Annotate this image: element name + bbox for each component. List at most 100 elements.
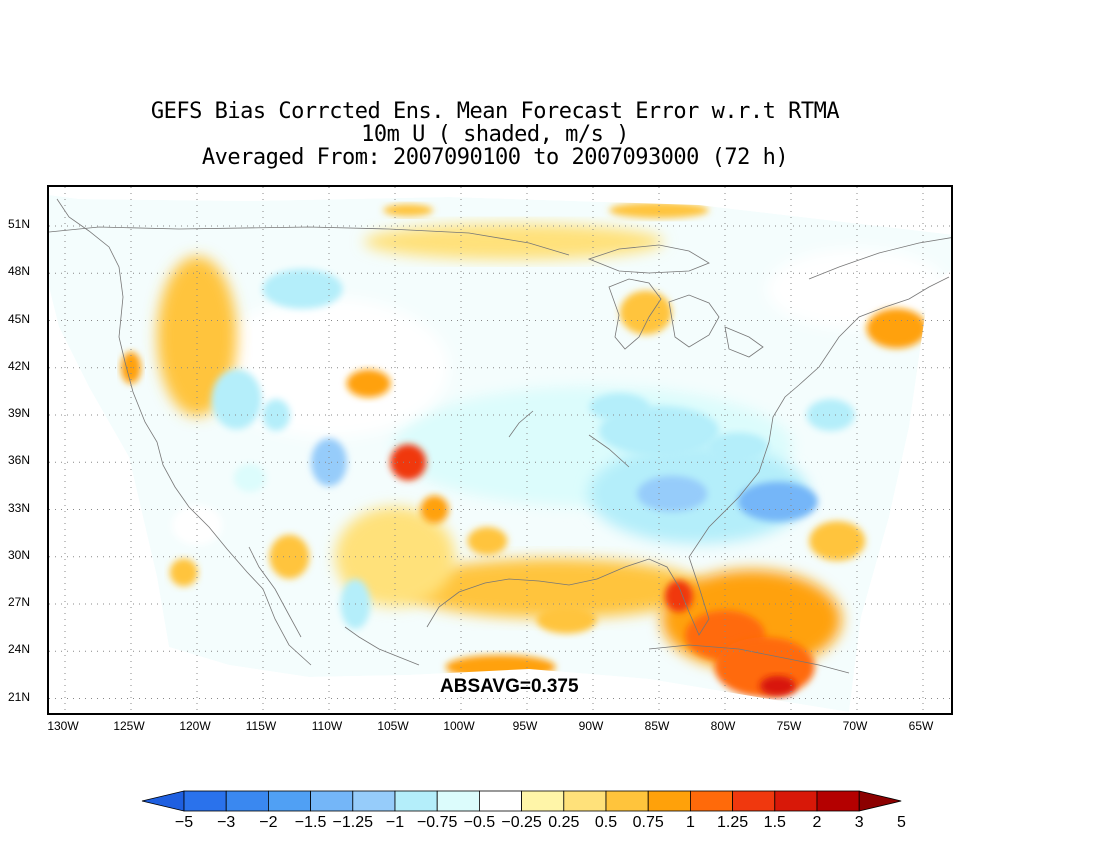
colorbar-swatch: [352, 790, 396, 812]
lon-tick-label: 115W: [245, 719, 277, 733]
colorbar-tick-label: −2: [259, 814, 278, 831]
error-feature: [922, 363, 951, 388]
coastlines: [49, 198, 951, 674]
colorbar-tick-label: 1: [685, 814, 695, 831]
colorbar-swatch: [647, 790, 691, 812]
colorbar-tick-label: −0.25: [501, 814, 542, 831]
title-line-2: 10m U ( shaded, m/s ): [361, 122, 629, 147]
lon-tick-label: 75W: [776, 719, 802, 733]
lon-tick-label: 95W: [512, 719, 538, 733]
colorbar-swatch: [563, 790, 607, 812]
colorbar-swatch: [605, 790, 649, 812]
error-feature: [609, 202, 709, 219]
lat-tick-label: 27N: [8, 595, 31, 609]
lat-tick-label: 39N: [8, 406, 31, 420]
colorbar-tick-label: 5: [896, 814, 906, 831]
lon-tick-label: 90W: [578, 719, 604, 733]
colorbar-tick-label: −5: [174, 814, 194, 831]
error-feature: [346, 369, 391, 398]
colorbar-tick-label: 0.5: [594, 814, 618, 831]
error-feature: [211, 369, 262, 430]
lon-tick-label: 65W: [908, 719, 934, 733]
colorbar-tick-label: 1.25: [717, 814, 749, 831]
lon-tick-label: 100W: [443, 719, 475, 733]
error-region: [363, 223, 664, 260]
lon-tick-label: 125W: [113, 719, 145, 733]
colorbar-swatch: [394, 790, 438, 812]
error-feature: [866, 308, 927, 349]
colorbar-swatch: [816, 790, 860, 812]
colorbar-swatch: [858, 790, 902, 812]
title-line-1: GEFS Bias Corrcted Ens. Mean Forecast Er…: [150, 99, 840, 124]
error-feature: [809, 521, 866, 561]
lat-tick-label: 36N: [8, 453, 31, 468]
map-panel: [47, 185, 953, 715]
error-feature: [467, 527, 508, 555]
colorbar-tick-label: −3: [217, 814, 236, 831]
colorbar-swatch: [310, 790, 354, 812]
colorbar-tick-label: −1: [385, 814, 405, 831]
colorbar-tick-label: 0.75: [632, 814, 664, 831]
error-feature: [172, 505, 222, 546]
colorbar-tick-label: 2: [812, 814, 822, 831]
lat-tick-label: 21N: [8, 689, 31, 704]
colorbar-tick-label: 0.25: [548, 814, 580, 831]
colorbar-tick-label: −0.75: [416, 814, 458, 831]
error-region: [157, 256, 237, 417]
error-feature: [233, 464, 266, 492]
lat-lon-grid: [49, 187, 951, 713]
colorbar-swatch: [436, 790, 480, 812]
colorbar-swatch: [183, 790, 227, 812]
lon-tick-label: 105W: [377, 719, 409, 733]
error-feature: [390, 444, 427, 481]
colorbar-swatch: [225, 790, 269, 812]
error-shading: [49, 195, 951, 712]
colorbar-swatch: [774, 790, 818, 812]
lat-tick-label: 30N: [8, 547, 31, 562]
lon-tick-label: 70W: [842, 719, 868, 733]
error-feature: [759, 675, 796, 696]
error-feature: [806, 399, 855, 431]
colorbar-swatch: [690, 790, 734, 812]
error-feature: [311, 438, 347, 487]
error-feature: [737, 481, 818, 522]
title-line-3: Averaged From: 2007090100 to 2007093000 …: [201, 145, 789, 170]
colorbar-tick-label: 1.5: [763, 814, 786, 831]
error-feature: [637, 475, 708, 512]
lon-tick-label: 85W: [644, 719, 670, 733]
colorbar-swatch: [521, 790, 565, 812]
error-region: [403, 558, 704, 619]
error-feature: [536, 605, 597, 634]
error-feature: [619, 290, 672, 335]
lat-tick-label: 24N: [8, 642, 31, 657]
error-region: [335, 506, 455, 607]
error-feature: [420, 495, 449, 524]
error-feature: [708, 432, 769, 461]
lat-tick-label: 33N: [8, 500, 31, 515]
colorbar-tick-label: −0.5: [463, 814, 496, 831]
error-feature: [664, 580, 693, 613]
error-feature: [262, 269, 343, 309]
colorbar: [141, 790, 902, 812]
error-feature: [262, 399, 291, 431]
colorbar-tick-label: 3: [854, 814, 864, 831]
chart-title: GEFS Bias Corrcted Ens. Mean Forecast Er…: [0, 100, 990, 169]
colorbar-swatch: [478, 790, 522, 812]
error-feature: [589, 393, 650, 422]
absavg-label: ABSAVG=0.375: [440, 676, 579, 697]
colorbar-tick-label: −1.5: [294, 814, 327, 831]
lon-tick-label: 130W: [47, 719, 79, 733]
map-canvas: [49, 187, 951, 713]
lat-tick-label: 42N: [8, 358, 31, 373]
lat-tick-label: 45N: [8, 311, 31, 326]
error-feature: [169, 558, 198, 587]
lon-tick-label: 80W: [710, 719, 736, 733]
error-feature: [383, 204, 434, 217]
lon-tick-label: 110W: [311, 719, 343, 733]
colorbar-tick-label: −1.25: [332, 814, 374, 831]
lat-tick-label: 51N: [8, 217, 31, 231]
colorbar-swatch: [732, 790, 776, 812]
colorbar-swatch: [267, 790, 311, 812]
colorbar-swatch: [141, 790, 185, 812]
lon-tick-label: 120W: [179, 719, 211, 733]
